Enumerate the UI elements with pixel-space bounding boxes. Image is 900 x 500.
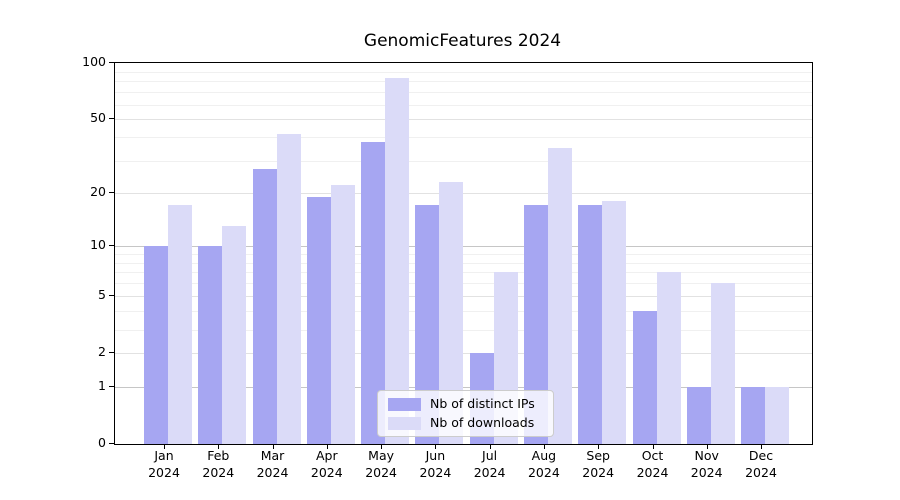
gridline: [115, 71, 812, 73]
x-tick-mark: [272, 444, 274, 449]
x-tick-mark: [326, 444, 328, 449]
x-tick-label: Oct 2024: [636, 448, 669, 480]
plot-area: [114, 62, 813, 445]
x-tick-label: Apr 2024: [310, 448, 343, 480]
bar-distinct-ips: [578, 205, 603, 444]
chart-title: GenomicFeatures 2024: [363, 31, 562, 51]
y-tick-mark: [109, 385, 114, 387]
x-tick-mark: [489, 444, 491, 449]
y-tick-mark: [109, 245, 114, 246]
x-tick-mark: [435, 444, 437, 449]
gridline: [115, 272, 812, 274]
y-tick-label: 2: [98, 344, 106, 360]
y-tick-label: 0: [98, 435, 106, 450]
y-tick-mark: [109, 191, 114, 193]
x-tick-mark: [652, 444, 654, 449]
legend: Nb of distinct IPs Nb of downloads: [377, 390, 554, 437]
bar-distinct-ips: [252, 168, 277, 444]
gridline: [115, 137, 812, 139]
x-tick-mark: [706, 444, 708, 449]
bar-downloads: [168, 205, 192, 444]
gridline: [115, 386, 812, 388]
gridline: [115, 253, 812, 255]
bar-distinct-ips: [198, 246, 223, 444]
y-tick-mark: [109, 295, 114, 297]
bar-downloads: [222, 226, 247, 444]
gridline: [115, 353, 812, 355]
gridline: [115, 262, 812, 264]
gridline: [115, 296, 812, 298]
y-tick-label: 50: [90, 110, 106, 126]
x-tick-label: Feb 2024: [202, 448, 235, 480]
x-tick-mark: [164, 444, 165, 449]
gridline: [115, 329, 812, 331]
bar-downloads: [656, 272, 681, 444]
y-tick-mark: [109, 443, 114, 444]
y-tick-label: 5: [98, 287, 106, 303]
gridline: [115, 92, 812, 94]
bar-downloads: [385, 78, 410, 444]
legend-item-distinct-ips: Nb of distinct IPs: [388, 397, 543, 411]
y-tick-label: 1: [98, 377, 106, 393]
x-tick-label: Dec 2024: [745, 448, 777, 480]
x-tick-label: Jan 2024: [148, 448, 180, 480]
gridline: [115, 192, 812, 194]
gridline: [115, 246, 812, 247]
x-tick-label: Nov 2024: [690, 448, 723, 480]
x-tick-mark: [381, 444, 383, 449]
bar-distinct-ips: [632, 311, 657, 444]
x-tick-mark: [598, 444, 600, 449]
x-tick-mark: [761, 444, 762, 449]
bar-downloads: [276, 133, 301, 444]
legend-swatch-distinct-ips: [388, 397, 421, 411]
bar-downloads: [602, 200, 627, 444]
y-tick-label: 100: [82, 54, 106, 69]
bar-distinct-ips: [686, 386, 711, 444]
x-tick-label: Jun 2024: [419, 448, 452, 480]
x-tick-label: Aug 2024: [527, 448, 560, 480]
legend-label-downloads: Nb of downloads: [430, 415, 535, 430]
y-tick-label: 20: [90, 183, 106, 199]
y-tick-mark: [109, 352, 114, 354]
legend-label-distinct-ips: Nb of distinct IPs: [430, 396, 535, 411]
gridline: [115, 160, 812, 162]
legend-item-downloads: Nb of downloads: [388, 416, 543, 430]
y-tick-mark: [109, 118, 114, 120]
bar-downloads: [765, 386, 789, 444]
bar-distinct-ips: [306, 196, 331, 444]
gridline: [115, 283, 812, 285]
gridline: [115, 119, 812, 121]
x-tick-label: Mar 2024: [256, 448, 289, 480]
bar-downloads: [710, 283, 735, 444]
x-tick-label: May 2024: [365, 448, 397, 480]
bar-distinct-ips: [144, 246, 168, 444]
x-tick-mark: [218, 444, 220, 449]
x-tick-mark: [543, 444, 545, 449]
legend-swatch-downloads: [388, 416, 421, 430]
y-tick-label: 10: [90, 237, 106, 252]
x-tick-label: Sep 2024: [582, 448, 615, 480]
x-tick-label: Jul 2024: [473, 448, 506, 480]
y-tick-mark: [109, 62, 114, 63]
gridline: [115, 81, 812, 83]
bar-distinct-ips: [741, 386, 765, 444]
gridline: [115, 104, 812, 106]
bar-downloads: [330, 185, 355, 444]
gridline: [115, 311, 812, 313]
